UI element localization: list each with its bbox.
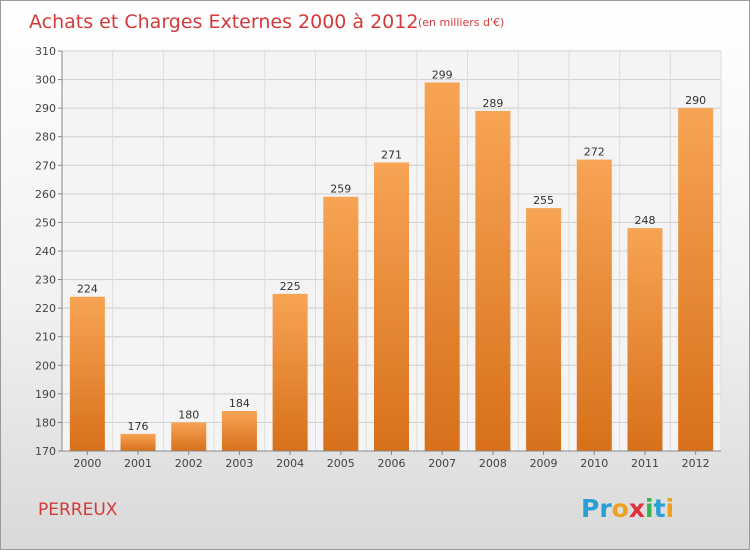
x-tick-label: 2008: [479, 457, 507, 470]
y-tick-label: 190: [35, 388, 56, 401]
value-label: 271: [381, 148, 402, 161]
y-tick-label: 260: [35, 188, 56, 201]
bar: [627, 228, 663, 451]
logo-letter: P: [581, 494, 599, 523]
y-tick-label: 240: [35, 245, 56, 258]
bar: [120, 433, 156, 451]
logo-letter: x: [629, 494, 645, 523]
value-label: 255: [533, 194, 554, 207]
x-tick-label: 2003: [225, 457, 253, 470]
x-tick-label: 2011: [631, 457, 659, 470]
logo-letter: i: [645, 494, 654, 523]
x-tick-label: 2001: [124, 457, 152, 470]
x-tick-label: 2009: [530, 457, 558, 470]
value-label: 224: [77, 283, 98, 296]
x-tick-label: 2010: [580, 457, 608, 470]
x-tick-label: 2004: [276, 457, 304, 470]
value-label: 259: [330, 183, 351, 196]
x-tick-label: 2005: [327, 457, 355, 470]
bar: [678, 108, 714, 452]
y-tick-label: 270: [35, 159, 56, 172]
x-tick-label: 2006: [378, 457, 406, 470]
axes: 170 180 190 200 210 220 230 240 250 260 270 280 290 3…: [35, 45, 721, 470]
x-tick-label: 2002: [175, 457, 203, 470]
chart-title: Achats et Charges Externes 2000 à 2012: [29, 11, 418, 33]
value-label: 180: [178, 408, 199, 421]
y-tick-label: 310: [35, 45, 56, 58]
y-tick-label: 170: [35, 445, 56, 458]
proxiti-logo: Proxiti: [581, 494, 674, 523]
y-tick-label: 210: [35, 331, 56, 344]
logo-letter: i: [666, 494, 675, 523]
bar: [171, 422, 207, 451]
value-label: 299: [432, 68, 453, 81]
logo-letter: o: [612, 494, 629, 523]
bar: [576, 159, 612, 452]
logo-letter: t: [654, 494, 666, 523]
y-tick-label: 230: [35, 274, 56, 287]
value-label: 248: [634, 214, 655, 227]
bar: [323, 196, 359, 451]
value-label: 184: [229, 397, 250, 410]
value-label: 225: [280, 280, 301, 293]
chart-subtitle: (en milliers d'€): [418, 16, 504, 29]
y-tick-label: 300: [35, 74, 56, 87]
bar: [424, 82, 460, 451]
bar: [475, 111, 511, 451]
bar: [526, 208, 562, 451]
y-tick-label: 290: [35, 102, 56, 115]
x-tick-label: 2000: [73, 457, 101, 470]
value-label: 176: [128, 420, 149, 433]
value-label: 289: [482, 97, 503, 110]
bars: 224 176 180 184 225 259 271 299 289 255 272 248 290: [69, 68, 714, 452]
y-tick-label: 200: [35, 359, 56, 372]
logo-letter: r: [599, 494, 612, 523]
value-label: 290: [685, 94, 706, 107]
place-name: PERREUX: [38, 500, 118, 520]
bar: [272, 293, 308, 451]
x-tick-label: 2007: [428, 457, 456, 470]
y-tick-label: 250: [35, 216, 56, 229]
bar: [374, 162, 409, 451]
bar: [221, 411, 257, 451]
x-tick-label: 2012: [682, 457, 710, 470]
y-tick-label: 220: [35, 302, 56, 315]
bar: [69, 296, 105, 451]
y-tick-label: 280: [35, 131, 56, 144]
y-tick-label: 180: [35, 416, 56, 429]
value-label: 272: [584, 146, 605, 159]
